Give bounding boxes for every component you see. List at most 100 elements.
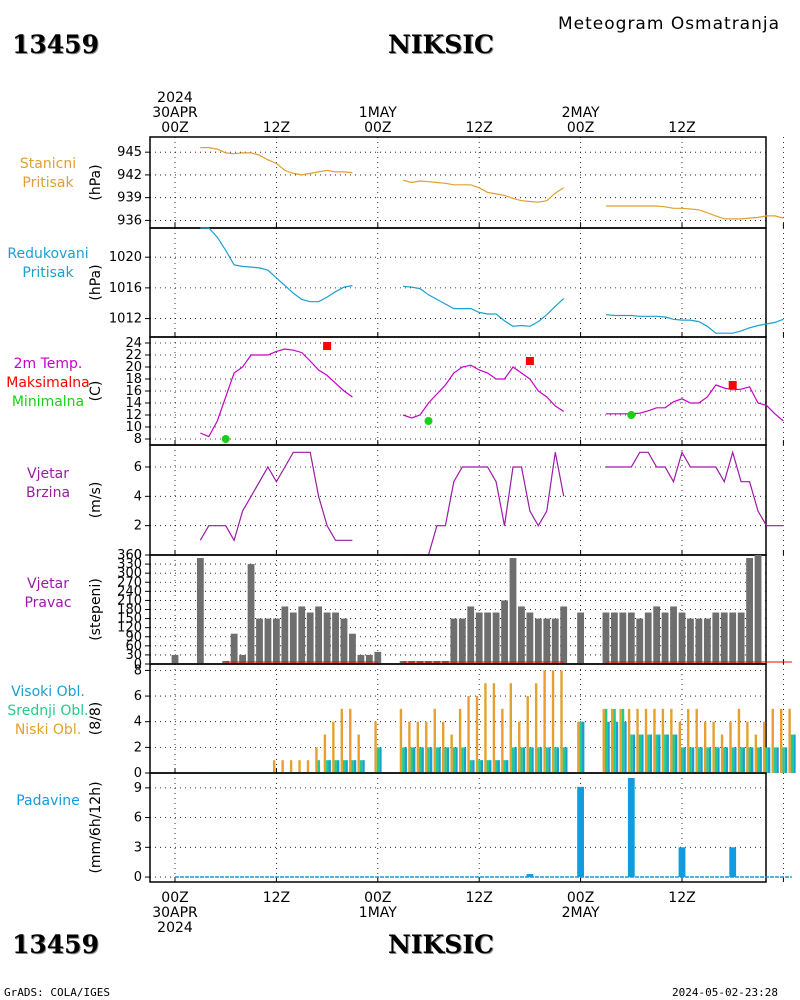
cloud-mid-bar [495,760,498,773]
cloud-mid-bar [452,747,456,773]
cloud-mid-bar [545,747,549,773]
cloud-high-bar [691,747,695,773]
cloud-mid-bar [343,760,346,773]
cloud-high-bar [666,734,669,773]
cloud-mid-bar [402,747,405,773]
series-line-wind_speed [199,451,353,542]
wind-dir-bar [644,612,652,664]
wind-dir-bar [534,618,542,664]
wind-dir-bar [374,651,382,664]
cloud-high-bar [759,747,762,773]
y-tick-label: 14 [125,396,142,411]
cloud-high-bar [793,734,796,773]
wind-dir-bar [298,606,306,664]
cloud-mid-bar [782,747,785,773]
cloud-low-bar [661,708,665,773]
min-temp-marker [424,417,433,425]
cloud-high-bar [336,760,340,773]
cloud-high-bar [463,747,467,773]
y-tick-label: 12 [125,408,142,423]
cloud-high-bar [582,721,585,773]
cloud-low-bar [763,721,766,773]
wind-dir-bar [484,612,492,664]
max-temp-marker [728,381,737,389]
cloud-low-bar [273,760,276,773]
cloud-mid-bar [714,747,718,773]
cloud-high-bar [345,760,348,773]
y-tick-label: 0 [134,766,142,781]
cloud-low-bar [475,696,479,773]
y-tick-label: 60 [125,639,142,654]
wind-dir-bar [273,618,280,664]
cloud-mid-bar [664,734,667,773]
wind-dir-bar [247,564,255,664]
cloud-low-bar [653,708,656,773]
cloud-low-bar [644,708,648,773]
cloud-mid-bar [697,747,701,773]
cloud-mid-bar [689,747,692,773]
wind-dir-bar [475,612,483,664]
wind-dir-bar [627,612,635,664]
cloud-high-bar [497,760,500,773]
cloud-mid-bar [554,747,557,773]
cloud-high-bar [725,747,729,773]
cloud-low-bar [754,734,758,773]
cloud-high-bar [489,760,492,773]
cloud-high-bar [421,747,424,773]
precip-bar [526,874,534,878]
cloud-low-bar [712,721,715,773]
wind-dir-bar [509,558,517,664]
cloud-high-bar [514,747,517,773]
cloud-low-bar [695,708,698,773]
wind-dir-bar [636,618,644,664]
wind-dir-bar [729,612,737,664]
panel-frame-temp [149,336,767,446]
cloud-mid-bar [630,734,633,773]
wind-dir-bar [450,618,458,664]
cloud-mid-bar [613,708,616,773]
cloud-mid-bar [757,747,760,773]
cloud-low-bar [577,721,580,773]
panel-label-line: Vjetar [27,576,69,592]
y-axis-label: (hPa) [88,164,104,200]
cloud-high-bar [548,747,551,773]
panel-frame-reduced [149,227,767,338]
y-tick-label: 22 [125,348,142,363]
wind-dir-bar [661,612,669,664]
y-tick-label: 936 [117,213,142,228]
y-tick-label: 2 [134,519,142,534]
bottom-time-label: 00Z [567,890,594,906]
cloud-mid-bar [410,747,413,773]
cloud-low-bar [425,721,428,773]
wind-dir-bar [171,654,179,664]
cloud-low-bar [340,708,343,773]
precip-bar [627,777,635,878]
y-axis-label: (C) [88,381,104,402]
cloud-high-bar [413,747,416,773]
max-temp-marker [323,342,332,350]
cloud-mid-bar [740,747,743,773]
cloud-low-bar [467,696,470,773]
cloud-low-bar [551,670,555,773]
y-tick-label: 9 [134,781,142,796]
cloud-mid-bar [351,760,354,773]
cloud-high-bar [683,747,686,773]
cloud-high-bar [505,760,509,773]
cloud-mid-bar [461,747,464,773]
cloud-low-bar [526,696,529,773]
wind-dir-bar [315,606,323,664]
y-tick-label: 20 [125,360,142,375]
meteogram-subtitle: Meteogram Osmatranja [558,14,781,34]
y-tick-label: 6 [134,460,142,475]
cloud-high-bar [480,760,483,773]
wind-dir-bar [670,606,677,664]
station-name-bottom: NIKSIC [388,930,494,959]
wind-dir-bar [712,612,720,664]
cloud-low-bar [678,721,681,773]
precip-bar [678,847,686,878]
y-tick-label: 24 [125,336,142,351]
series-line-pressure [402,179,565,203]
y-tick-label: 30 [125,648,142,663]
panel-label-line: Niski Obl. [14,722,82,738]
series-line-pressure [200,147,353,176]
